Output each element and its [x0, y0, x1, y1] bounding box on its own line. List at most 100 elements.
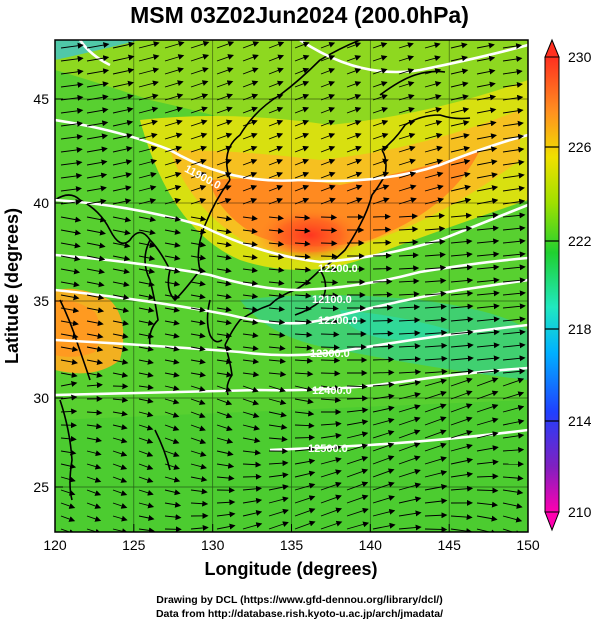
wind-arrow: [372, 417, 395, 426]
wind-arrow: [346, 42, 362, 49]
wind-arrow: [398, 416, 421, 426]
wind-arrow: [294, 507, 316, 517]
colorbar-max-arrow: [544, 38, 560, 58]
wind-arrow: [268, 521, 289, 530]
wind-arrow: [476, 107, 497, 114]
wind-arrow: [372, 81, 388, 88]
wind-arrow: [190, 488, 208, 495]
wind-arrow: [320, 240, 338, 247]
y-tick-label: 45: [33, 91, 49, 107]
wind-arrow: [372, 158, 389, 166]
x-tick-label: 150: [516, 537, 540, 553]
wind-arrow: [268, 371, 287, 378]
wind-arrow: [190, 119, 208, 127]
wind-arrow: [398, 429, 421, 439]
wind-arrow: [294, 385, 314, 392]
wind-arrow: [372, 106, 389, 114]
wind-arrow: [60, 320, 79, 327]
wind-arrow: [242, 171, 258, 179]
y-tick-labels: 25 30 35 40 45: [33, 91, 49, 495]
wind-arrow: [398, 317, 421, 324]
wind-arrow: [216, 67, 234, 75]
wind-arrow: [190, 171, 207, 179]
wind-arrow: [216, 398, 233, 406]
wind-arrow: [86, 198, 107, 205]
wind-arrow: [216, 306, 232, 313]
wind-arrow: [294, 266, 312, 273]
wind-arrow: [424, 329, 448, 336]
wind-arrow: [320, 357, 341, 364]
credit-text: Drawing by DCL (https://www.gfd-dennou.o…: [0, 593, 599, 621]
wind-arrow: [112, 54, 135, 62]
wind-arrow: [60, 394, 78, 401]
wind-arrow: [346, 494, 369, 504]
wind-arrow: [450, 390, 473, 400]
wind-arrow: [320, 292, 339, 299]
wind-arrow: [268, 158, 284, 166]
wind-arrow: [112, 41, 135, 49]
wind-arrow: [424, 342, 448, 349]
wind-arrow: [112, 255, 131, 262]
contour-label: 12300.0: [310, 348, 350, 360]
wind-arrow: [372, 119, 389, 127]
wind-arrow: [86, 133, 108, 140]
wind-arrow: [268, 358, 286, 365]
wind-arrow: [320, 520, 343, 530]
wind-arrow: [424, 184, 444, 192]
wind-arrow: [268, 227, 285, 234]
wind-arrow: [164, 171, 182, 179]
wind-arrow: [216, 54, 234, 62]
wind-arrow: [424, 68, 442, 75]
wind-arrow: [476, 459, 499, 466]
wind-arrow: [372, 442, 395, 452]
wind-arrow: [164, 463, 180, 470]
wind-arrow: [86, 185, 107, 192]
wind-arrow: [320, 331, 340, 338]
wind-arrow: [112, 333, 129, 339]
wind-arrow: [476, 94, 497, 101]
wind-arrow: [424, 119, 443, 127]
wind-arrow: [372, 381, 395, 388]
wind-arrow: [502, 515, 523, 523]
wind-arrow: [372, 278, 393, 285]
wind-arrow: [502, 56, 523, 62]
wind-arrow: [424, 238, 446, 245]
wind-arrow: [372, 495, 395, 504]
wind-arrow: [268, 253, 285, 260]
wind-arrow: [320, 507, 343, 517]
wind-arrow: [320, 397, 342, 404]
wind-arrow: [450, 133, 470, 140]
wind-arrow: [138, 67, 160, 75]
wind-arrow: [242, 449, 261, 456]
wind-arrow: [216, 198, 232, 205]
axis-ticks: [54, 98, 529, 532]
wind-arrow: [138, 502, 155, 509]
wind-arrow: [138, 306, 155, 313]
wind-arrow: [450, 303, 474, 310]
wind-arrow: [138, 242, 156, 249]
colorbar-min-arrow: [544, 511, 560, 532]
wind-arrow: [112, 146, 133, 153]
wind-arrow: [294, 344, 313, 351]
wind-arrow: [450, 471, 474, 478]
wind-arrow: [216, 145, 233, 153]
wind-arrow: [164, 293, 181, 300]
wind-arrow: [450, 277, 474, 284]
wind-arrow: [502, 264, 526, 271]
wind-arrow: [268, 484, 289, 491]
wind-arrow: [216, 119, 233, 127]
wind-arrow: [60, 502, 76, 509]
wind-arrow: [476, 473, 499, 480]
wind-arrow: [216, 228, 232, 235]
wind-arrow: [164, 514, 182, 521]
wind-arrow: [242, 319, 259, 326]
wind-arrow: [86, 81, 109, 88]
wind-arrow: [450, 403, 473, 413]
wind-arrow: [138, 293, 155, 300]
wind-arrow: [476, 403, 499, 413]
wind-arrow: [450, 120, 470, 127]
wind-arrow: [268, 132, 284, 140]
wind-arrow: [138, 345, 154, 352]
wind-arrow: [216, 280, 232, 287]
wind-arrow: [320, 266, 339, 273]
